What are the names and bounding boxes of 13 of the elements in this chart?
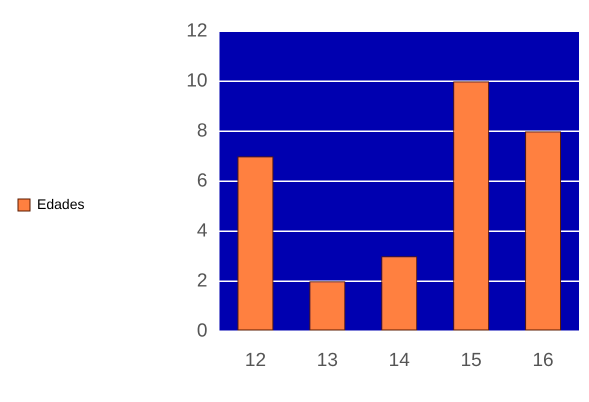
- y-tick-label: 10: [186, 70, 208, 92]
- x-tick-label: 14: [388, 350, 410, 371]
- y-tick-label: 8: [196, 120, 208, 142]
- legend-label: Edades: [37, 196, 84, 212]
- x-tick-label: 16: [532, 350, 554, 371]
- y-tick-label: 0: [196, 320, 208, 342]
- y-tick-label: 6: [196, 170, 208, 192]
- x-tick-label: 13: [316, 350, 338, 371]
- x-tick-label: 12: [244, 350, 266, 371]
- x-tick-label: 15: [460, 350, 482, 371]
- y-tick-label: 2: [196, 270, 208, 292]
- y-tick-label: 12: [186, 20, 208, 42]
- y-tick-label: 4: [196, 220, 208, 242]
